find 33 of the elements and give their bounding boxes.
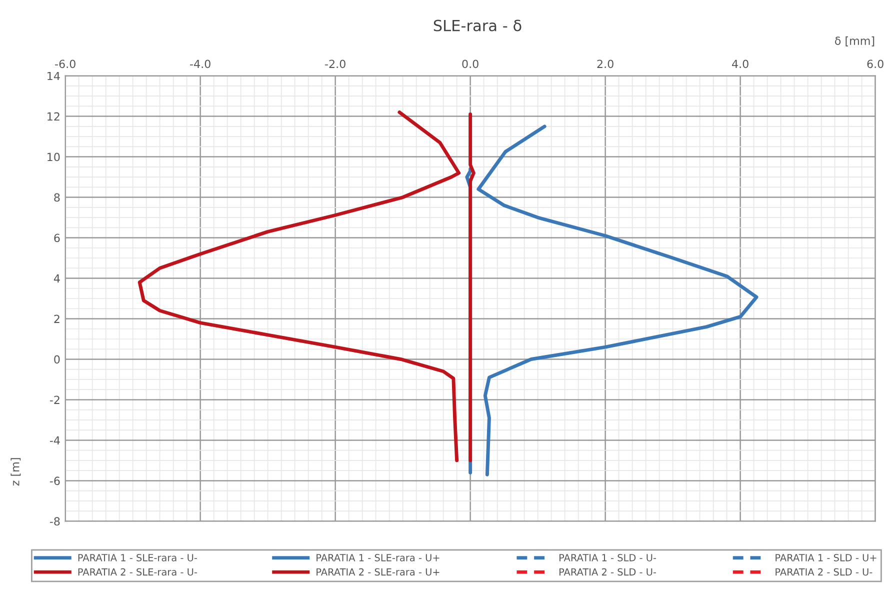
line-series [476,124,758,476]
legend-label: PARATIA 1 - SLE-rara - U+ [316,554,440,562]
x-tick-label: 4.0 [732,60,748,68]
legend-label: PARATIA 2 - SLE-rara - U- [78,568,197,576]
legend-label: PARATIA 1 - SLD - U+ [776,554,876,562]
x-tick-label: -2.0 [325,60,346,68]
line-series [138,110,461,462]
x-tick-label: 6.0 [867,60,884,68]
y-tick-label: 0 [54,355,60,364]
y-tick-label: 12 [48,112,60,121]
y-tick-label: -2 [50,396,60,404]
x-tick-label: 2.0 [597,60,614,68]
x-tick-label: 0.0 [462,60,478,68]
y-tick-label: 2 [54,314,60,323]
x-axis-title: δ [mm] [835,36,874,46]
y-tick-label: 8 [54,193,60,202]
legend-label: PARATIA 2 - SLD - U- [559,568,656,576]
legend-label: PARATIA 1 - SLE-rara - U- [78,554,197,562]
y-axis-title: z [m] [10,458,21,486]
y-tick-label: -8 [50,517,60,526]
x-tick-label: -4.0 [190,60,210,68]
legend-label: PARATIA 2 - SLD - U- [776,568,872,576]
chart-title: SLE-rara - δ [434,20,522,32]
y-tick-label: 6 [54,234,60,242]
y-tick-label: 10 [48,152,60,162]
legend-label: PARATIA 1 - SLD - U- [559,554,656,562]
line-series [468,112,476,462]
y-tick-label: -6 [50,476,60,486]
y-tick-label: 14 [48,72,60,80]
y-tick-label: -4 [50,436,60,444]
legend-label: PARATIA 2 - SLE-rara - U+ [316,568,440,576]
x-tick-label: -6.0 [55,60,76,68]
y-tick-label: 4 [54,274,60,282]
